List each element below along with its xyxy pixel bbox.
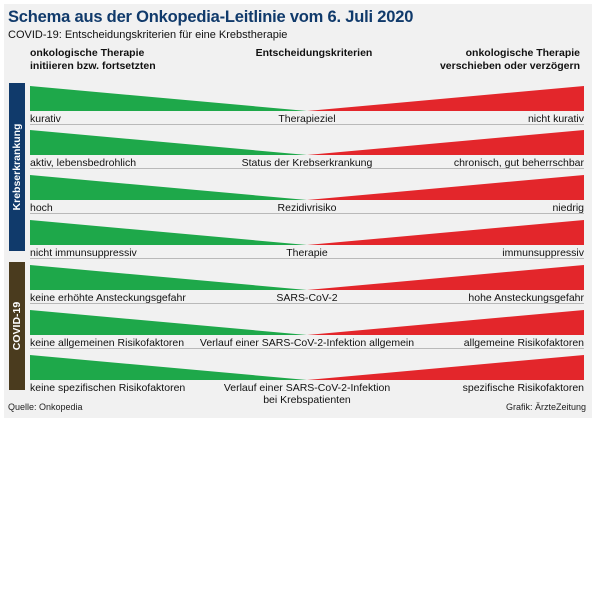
criterion-left-label: keine spezifischen Risikofaktoren: [30, 382, 186, 394]
criterion-left-label: keine allgemeinen Risikofaktoren: [30, 337, 185, 349]
criterion-name: Therapie: [286, 247, 328, 259]
row-separator: [30, 124, 584, 125]
criteria-row: hoch Rezidivrisiko niedrig: [30, 171, 584, 217]
row-separator: [30, 258, 584, 259]
column-header-initiate: onkologische Therapie initiieren bzw. fo…: [30, 47, 156, 72]
criterion-right-label: immunsuppressiv: [502, 247, 584, 259]
green-wedge: [30, 86, 307, 111]
green-wedge: [30, 220, 307, 245]
criteria-row: keine erhöhte Ansteckungsgefahr SARS-CoV-…: [30, 261, 584, 307]
green-wedge: [30, 310, 307, 335]
criteria-wedges: [30, 175, 584, 200]
red-wedge: [307, 310, 584, 335]
criterion-left-label: hoch: [30, 202, 53, 214]
criterion-name: Verlauf einer SARS-CoV-2-Infektion allge…: [199, 337, 415, 349]
criteria-wedges: [30, 355, 584, 380]
criterion-right-label: hohe Ansteckungsgefahr: [468, 292, 584, 304]
criterion-right-label: niedrig: [552, 202, 584, 214]
group-bar-covid19: COVID-19: [9, 262, 25, 390]
criterion-name: Rezidivrisiko: [277, 202, 337, 214]
red-wedge: [307, 355, 584, 380]
criteria-row: nicht immunsuppressiv Therapie immunsuppre…: [30, 216, 584, 262]
criteria-row: aktiv, lebensbedrohlich Status der Krebse…: [30, 126, 584, 172]
criteria-wedges: [30, 310, 584, 335]
red-wedge: [307, 220, 584, 245]
graphic-title: Schema aus der Onkopedia-Leitlinie vom 6…: [8, 8, 414, 26]
criterion-right-label: allgemeine Risikofaktoren: [463, 337, 584, 349]
red-wedge: [307, 86, 584, 111]
green-wedge: [30, 130, 307, 155]
criteria-wedges: [30, 86, 584, 111]
graphic-subtitle: COVID-19: Entscheidungskriterien für ein…: [8, 29, 288, 41]
criterion-right-label: nicht kurativ: [527, 113, 584, 125]
group-label-covid19: COVID-19: [11, 301, 23, 351]
infographic: Schema aus der Onkopedia-Leitlinie vom 6…: [4, 4, 592, 418]
column-header-criteria: Entscheidungskriterien: [255, 47, 373, 59]
red-wedge: [307, 130, 584, 155]
source-note: Quelle: Onkopedia: [8, 402, 83, 412]
criterion-right-label: spezifische Risikofaktoren: [462, 382, 584, 394]
criteria-row: keine spezifischen Risikofaktoren Verlauf…: [30, 351, 584, 406]
red-wedge: [307, 175, 584, 200]
criterion-left-label: kurativ: [30, 113, 61, 125]
criterion-left-label: nicht immunsuppressiv: [30, 247, 137, 259]
criteria-wedges: [30, 265, 584, 290]
row-separator: [30, 213, 584, 214]
criteria-row: kurativ Therapieziel nicht kurativ: [30, 82, 584, 128]
criterion-left-label: keine erhöhte Ansteckungsgefahr: [30, 292, 186, 304]
green-wedge: [30, 265, 307, 290]
criteria-wedges: [30, 220, 584, 245]
criterion-name: Verlauf einer SARS-CoV-2-Infektion bei K…: [223, 382, 391, 406]
group-bar-krebserkrankung: Krebserkrankung: [9, 83, 25, 251]
green-wedge: [30, 175, 307, 200]
criterion-name: SARS-CoV-2: [276, 292, 338, 304]
criterion-left-label: aktiv, lebensbedrohlich: [30, 157, 137, 169]
criterion-name: Status der Krebserkrankung: [241, 157, 373, 169]
green-wedge: [30, 355, 307, 380]
graphic-credit: Grafik: ÄrzteZeitung: [505, 402, 586, 412]
column-header-postpone: onkologische Therapie verschieben oder v…: [439, 47, 580, 72]
group-label-krebserkrankung: Krebserkrankung: [11, 123, 23, 211]
row-separator: [30, 168, 584, 169]
red-wedge: [307, 265, 584, 290]
criteria-row: keine allgemeinen Risikofaktoren Verlauf …: [30, 306, 584, 352]
criteria-wedges: [30, 130, 584, 155]
criterion-name: Therapieziel: [278, 113, 336, 125]
row-separator: [30, 348, 584, 349]
criterion-right-label: chronisch, gut beherrschbar: [453, 157, 584, 169]
row-separator: [30, 303, 584, 304]
